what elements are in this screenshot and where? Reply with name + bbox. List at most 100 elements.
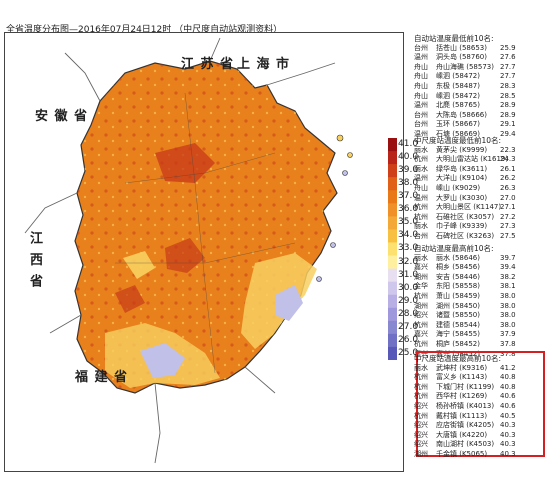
row-value: 28.9 [500,101,516,110]
row-value: 28.3 [500,81,516,90]
row-city: 杭州 [414,373,428,382]
row-city: 湖州 [414,301,428,310]
hot-zone-north [155,143,215,183]
row-city: 温州 [414,193,428,202]
legend-label: 30.0 [398,282,419,293]
legend-label: 36.0 [398,204,419,215]
ranking-row: 嘉兴 桐乡 (58456) 39.4 [414,263,522,273]
ranking-row: 湖州 安吉 (58446) 38.2 [414,273,522,283]
row-city: 嘉兴 [414,349,428,358]
row-value: 40.8 [500,382,516,391]
row-value: 25.9 [500,43,516,52]
island [336,134,344,142]
row-value: 27.3 [500,222,516,231]
row-station: 大洋山 (K9104) [436,174,488,183]
highlight-box [416,351,545,457]
legend-label: 38.0 [398,178,419,189]
row-value: 40.6 [500,401,516,410]
ranking-row: 温州 大洋山 (K9104) 26.2 [414,174,522,184]
map-graphic [5,33,403,471]
legend-swatch [388,164,397,178]
row-city: 温州 [414,101,428,110]
row-station: 大明山雷达站 (K1619) [436,155,509,164]
cool-zone-coast [275,285,303,321]
row-value: 27.2 [500,212,516,221]
row-city: 舟山 [414,91,428,100]
island [316,276,322,282]
row-city: 绍兴 [414,430,428,439]
legend-label: 32.0 [398,256,419,267]
legend-swatch [388,138,397,152]
panel-header: 中尺度站温度最低前10名: [414,136,502,145]
legend-swatch [388,346,397,360]
ranking-row: 丽水 绿华岛 (K3611) 26.1 [414,165,522,175]
row-station: 嘉兴 (58452) [436,349,480,358]
ranking-row: 丽水 武坤村 (K9316) 41.2 [414,364,522,374]
ranking-row: 湖州 千金镇 (K5065) 40.3 [414,450,522,460]
label-jiangxi: 江 西 省 [27,231,42,290]
row-value: 40.6 [500,392,516,401]
ranking-row: 台州 玉环 (58667) 29.1 [414,120,522,130]
row-city: 温州 [414,129,428,138]
map-title: 全省温度分布图—2016年07月24日12时 （中尺度自动站观测资料） [6,25,283,35]
row-value: 28.5 [500,91,516,100]
row-station: 洞头岛 (58760) [436,53,487,62]
row-city: 丽水 [414,222,428,231]
row-value: 37.8 [500,349,516,358]
row-city: 丽水 [414,363,428,372]
ranking-row: 温州 石塘 (58669) 29.4 [414,130,522,140]
panel-header: 中尺度站温度最高前10名: [414,354,502,363]
legend-label: 29.0 [398,295,419,306]
ranking-row: 杭州 桐庐 (58452) 37.8 [414,340,522,350]
legend-swatch [388,333,397,348]
ranking-row: 丽水 丽水 (58646) 39.7 [414,254,522,264]
legend-label: 39.0 [398,165,419,176]
row-station: 嵊泗 (58472) [436,72,480,81]
ranking-row: 台州 大陈岛 (58666) 28.9 [414,111,522,121]
panel-header: 自动站温度最低前10名: [414,34,494,43]
row-value: 37.9 [500,330,516,339]
ranking-row: 舟山 嵊泗 (58472) 27.7 [414,72,522,82]
row-station: 千金镇 (K5065) [436,449,488,458]
legend-label: 26.0 [398,334,419,345]
row-city: 丽水 [414,145,428,154]
ranking-row: 杭州 大明山景区 (K1147)27.1 [414,203,522,213]
row-station: 石碓社区 (K3057) [436,212,495,221]
legend-label: 37.0 [398,191,419,202]
row-station: 应店街镇 (K4205) [436,421,495,430]
legend-swatch [388,177,397,191]
row-value: 28.9 [500,110,516,119]
row-city: 丽水 [414,253,428,262]
label-anhui: 安 徽 省 [35,109,89,124]
ranking-row: 绍兴 杨孙桥镇 (K4013) 40.6 [414,402,522,412]
legend-label: 41.0 [398,139,419,149]
legend-swatch [388,151,397,165]
row-station: 北麂 (58765) [436,101,480,110]
row-city: 台州 [414,110,428,119]
row-station: 安吉 (58446) [436,272,480,281]
legend-label: 40.0 [398,152,419,163]
ranking-row: 温州 大罗山 (K3030) 27.0 [414,194,522,204]
row-city: 台州 [414,231,428,240]
row-city: 金华 [414,282,428,291]
row-station: 武坤村 (K9316) [436,363,488,372]
legend-swatch [388,281,397,296]
row-station: 萧山 (58459) [436,291,480,300]
row-value: 40.3 [500,421,516,430]
row-station: 海宁 (58455) [436,330,480,339]
row-value: 24.3 [500,155,516,164]
row-value: 39.4 [500,263,516,272]
panel-header: 自动站温度最高前10名: [414,244,494,253]
cool-zone-south [140,343,185,378]
row-city: 台州 [414,43,428,52]
island [347,152,353,158]
label-fujian: 福 建 省 [75,370,129,385]
row-value: 38.0 [500,301,516,310]
row-station: 大明山景区 (K1147) [436,203,502,212]
ranking-row: 杭州 富义乡 (K1143) 40.8 [414,373,522,383]
hot-zone-center [165,238,205,273]
row-value: 37.8 [500,339,516,348]
hot-zone-southwest [115,285,145,313]
label-jiangsu: 江 苏 省 [181,57,235,72]
legend-swatch [388,255,397,270]
